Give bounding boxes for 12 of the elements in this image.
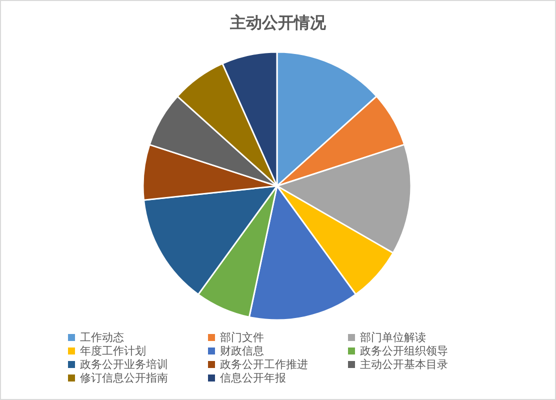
legend-label: 年度工作计划: [80, 344, 146, 358]
legend-label: 部门文件: [220, 331, 264, 344]
chart-title: 主动公开情况: [229, 13, 327, 32]
legend-label: 部门单位解读: [360, 331, 426, 344]
legend-label: 工作动态: [80, 331, 124, 344]
legend-label: 修订信息公开指南: [80, 372, 168, 384]
legend-label: 政务公开工作推进: [220, 358, 308, 371]
legend-label: 财政信息: [220, 344, 264, 358]
legend-label: 政务公开组织领导: [360, 344, 448, 358]
legend-label: 政务公开业务培训: [80, 358, 168, 371]
legend-label: 主动公开基本目录: [360, 358, 448, 371]
legend-label: 信息公开年报: [220, 372, 286, 384]
